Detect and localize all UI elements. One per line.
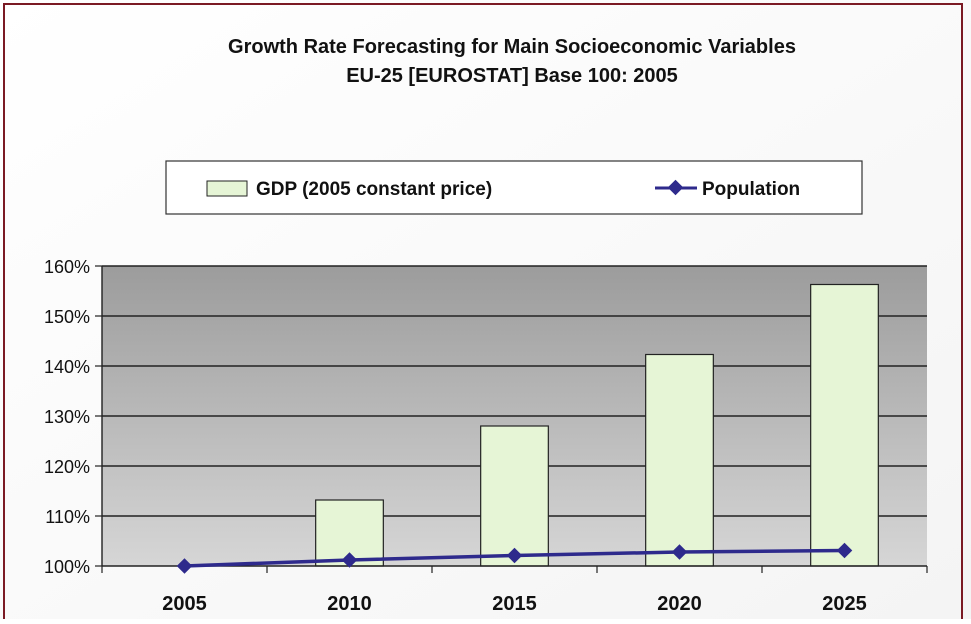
x-axis-tick-labels: 2005 2010 2015 2020 2025 bbox=[162, 593, 867, 615]
y-tick-label: 150% bbox=[44, 307, 90, 327]
gdp-bar bbox=[645, 353, 714, 567]
y-tick-label: 110% bbox=[45, 507, 90, 527]
chart-title: Growth Rate Forecasting for Main Socioec… bbox=[228, 36, 796, 58]
x-tick-label: 2015 bbox=[492, 593, 537, 615]
population-marker bbox=[671, 544, 688, 560]
x-tick-label: 2025 bbox=[822, 593, 867, 615]
legend: GDP (2005 constant price) Population bbox=[165, 160, 863, 215]
y-tick-label: 160% bbox=[44, 257, 90, 277]
chart-subtitle: EU-25 [EUROSTAT] Base 100: 2005 bbox=[346, 65, 678, 87]
gdp-bar bbox=[480, 425, 549, 567]
chart-border bbox=[3, 3, 963, 619]
x-tick-label: 2020 bbox=[657, 593, 702, 615]
legend-gdp-label: GDP (2005 constant price) bbox=[256, 179, 492, 200]
x-tick-label: 2005 bbox=[162, 593, 207, 615]
gdp-bar bbox=[810, 283, 879, 567]
y-tick-label: 130% bbox=[44, 407, 90, 427]
legend-population-label: Population bbox=[702, 179, 800, 200]
y-axis-tick-labels: 100% 110% 120% 130% 140% 150% 160% bbox=[44, 257, 90, 577]
population-marker bbox=[176, 558, 193, 574]
legend-gdp-swatch bbox=[206, 180, 248, 197]
x-tick-label: 2010 bbox=[327, 593, 372, 615]
y-tick-label: 140% bbox=[44, 357, 90, 377]
population-marker bbox=[836, 542, 853, 559]
y-tick-label: 120% bbox=[44, 457, 90, 477]
axes bbox=[95, 265, 928, 573]
legend-box bbox=[165, 160, 863, 215]
y-tick-label: 100% bbox=[44, 557, 90, 577]
legend-population-marker bbox=[667, 179, 684, 196]
population-line-series bbox=[176, 542, 853, 574]
